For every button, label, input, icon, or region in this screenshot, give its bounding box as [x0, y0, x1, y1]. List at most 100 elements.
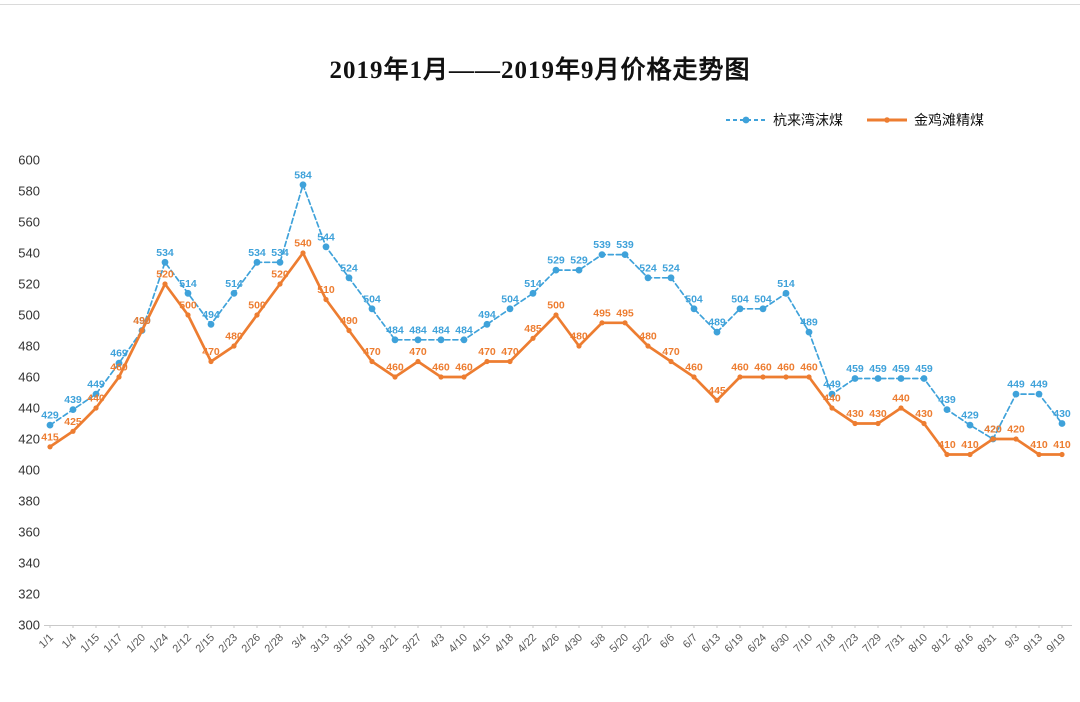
- x-tick-label: 7/10: [791, 632, 815, 656]
- data-label: 410: [938, 439, 956, 451]
- data-point-marker: [690, 305, 698, 313]
- data-point-marker: [438, 374, 444, 380]
- data-label: 449: [1030, 379, 1048, 391]
- x-tick-label: 8/31: [975, 632, 999, 656]
- data-label: 485: [524, 323, 542, 335]
- data-label: 520: [156, 269, 174, 281]
- data-point-marker: [506, 305, 514, 313]
- data-point-marker: [47, 444, 53, 450]
- data-point-marker: [966, 421, 974, 429]
- x-tick-label: 3/15: [331, 632, 355, 656]
- x-tick-label: 5/20: [607, 632, 631, 656]
- x-tick-label: 2/26: [239, 632, 263, 656]
- data-point-marker: [668, 358, 674, 365]
- x-tick-label: 6/30: [768, 632, 792, 656]
- data-point-marker: [92, 390, 100, 398]
- x-tick-label: 1/4: [60, 632, 79, 651]
- y-tick-label: 360: [18, 525, 40, 540]
- data-point-marker: [621, 251, 629, 258]
- data-label: 470: [363, 346, 381, 358]
- x-axis: 1/1 1/4 1/15 1/17 1/20 1/24 2/12 2/15 2/23 2/26 2/…: [37, 625, 1068, 655]
- legend-label-hanglaiwan: 杭来湾沫煤: [773, 114, 843, 129]
- data-point-marker: [507, 358, 513, 365]
- data-point-marker: [116, 374, 122, 380]
- data-label: 459: [915, 363, 933, 375]
- data-point-marker: [529, 289, 537, 297]
- x-tick-label: 7/23: [837, 632, 861, 656]
- data-point-marker: [990, 436, 996, 442]
- data-label: 534: [271, 247, 289, 259]
- data-label: 504: [501, 293, 519, 305]
- x-tick-label: 5/8: [589, 632, 608, 651]
- x-tick-label: 3/13: [308, 632, 332, 656]
- data-point-marker: [943, 406, 951, 413]
- data-label: 510: [317, 284, 335, 296]
- data-label: 459: [869, 363, 887, 375]
- data-label: 429: [41, 410, 59, 422]
- data-point-marker: [552, 266, 560, 274]
- data-point-marker: [115, 359, 123, 367]
- data-point-marker: [667, 274, 675, 282]
- data-point-marker: [69, 406, 77, 413]
- data-point-marker: [299, 181, 307, 189]
- series-data-labels-0: 429 439 449 469 490 534 514 494 514 534 534 584 544 5…: [41, 169, 1071, 435]
- data-point-marker: [1035, 390, 1043, 398]
- data-label: 425: [64, 416, 82, 428]
- x-tick-label: 7/29: [860, 632, 884, 656]
- data-point-marker: [322, 243, 330, 251]
- data-label: 460: [685, 362, 703, 374]
- data-label: 460: [800, 362, 818, 374]
- data-label: 420: [984, 424, 1002, 436]
- data-point-marker: [1059, 451, 1065, 458]
- y-tick-label: 400: [18, 463, 40, 478]
- data-label: 480: [225, 331, 243, 343]
- data-point-marker: [645, 343, 651, 349]
- data-point-marker: [713, 328, 721, 336]
- y-tick-label: 340: [18, 556, 40, 571]
- data-label: 460: [432, 362, 450, 374]
- data-point-marker: [714, 397, 720, 403]
- data-label: 514: [225, 278, 243, 290]
- data-label: 500: [248, 300, 266, 312]
- data-point-marker: [139, 327, 145, 334]
- data-label: 495: [593, 307, 611, 319]
- x-tick-label: 4/18: [492, 632, 516, 656]
- chart-top-border: [0, 4, 1080, 5]
- legend-item-jinjitan: 金鸡滩精煤: [867, 110, 984, 130]
- data-point-marker: [415, 358, 421, 365]
- data-label: 460: [754, 362, 772, 374]
- data-point-marker: [851, 375, 859, 382]
- data-point-marker: [897, 375, 905, 382]
- data-label: 460: [386, 362, 404, 374]
- data-point-marker: [277, 281, 283, 287]
- data-label: 410: [961, 439, 979, 451]
- data-label: 430: [846, 408, 864, 420]
- data-label: 449: [1007, 379, 1025, 391]
- x-tick-label: 3/27: [400, 632, 424, 656]
- legend: 杭来湾沫煤 金鸡滩精煤: [726, 110, 984, 130]
- x-tick-label: 1/24: [147, 632, 171, 656]
- data-point-marker: [460, 336, 468, 344]
- data-point-marker: [230, 289, 238, 297]
- data-point-marker: [483, 320, 491, 328]
- data-label: 410: [1053, 439, 1071, 451]
- data-label: 430: [869, 408, 887, 420]
- x-tick-label: 4/10: [446, 632, 470, 656]
- data-label: 430: [1053, 408, 1071, 420]
- data-point-marker: [920, 375, 928, 382]
- data-point-marker: [1058, 420, 1066, 427]
- data-point-marker: [1036, 451, 1042, 458]
- x-tick-label: 4/30: [561, 632, 585, 656]
- data-point-marker: [967, 451, 973, 458]
- x-tick-label: 4/15: [469, 632, 493, 656]
- solid-line-marker-icon: [867, 117, 907, 123]
- data-point-marker: [553, 312, 559, 318]
- data-label: 489: [800, 317, 818, 329]
- data-point-marker: [598, 251, 606, 258]
- data-point-marker: [759, 305, 767, 313]
- data-label: 470: [662, 346, 680, 358]
- data-label: 495: [616, 307, 634, 319]
- data-label: 504: [754, 293, 772, 305]
- data-label: 410: [1030, 439, 1048, 451]
- data-label: 539: [593, 239, 611, 251]
